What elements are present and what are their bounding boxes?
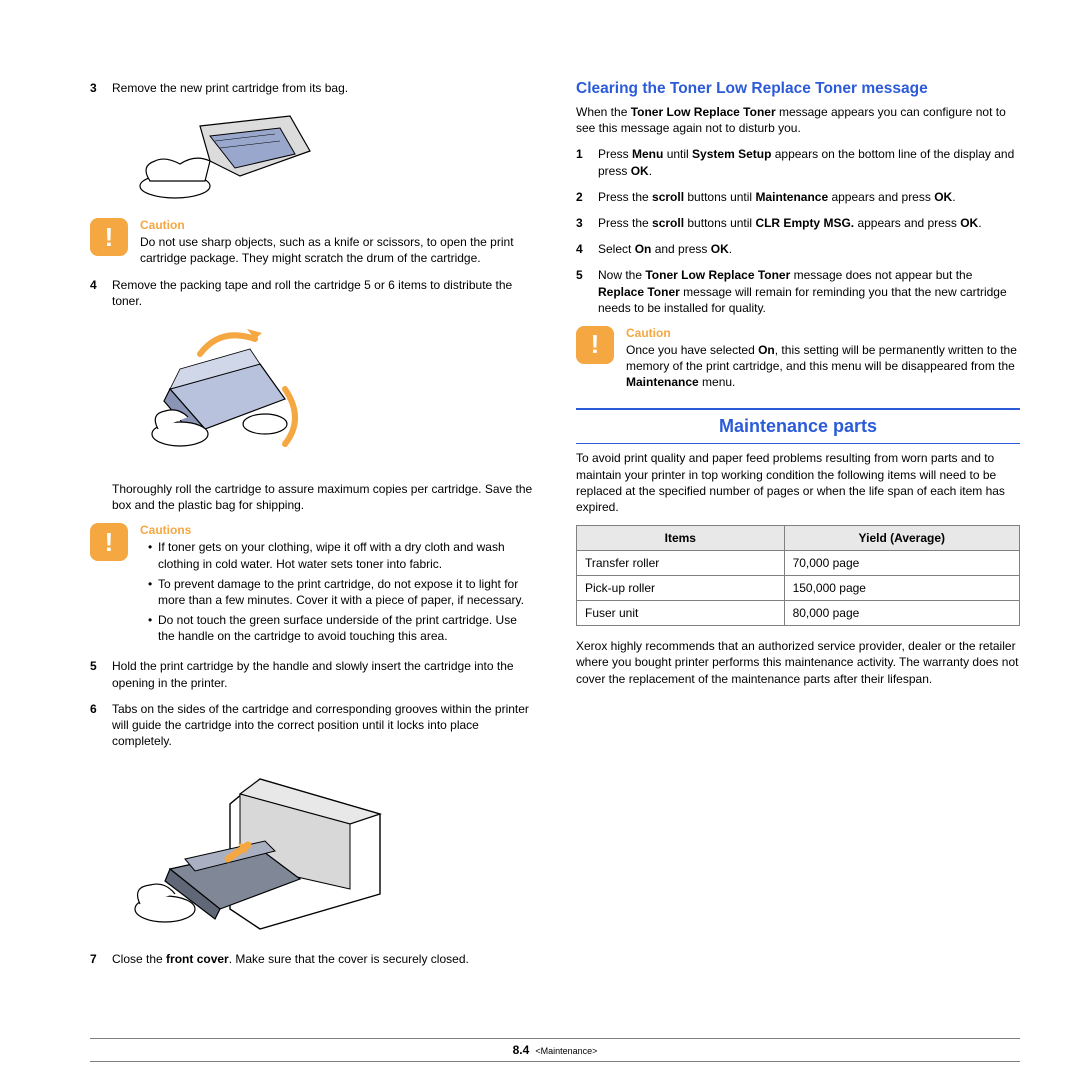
caution-title: Caution (626, 326, 1020, 340)
page-footer: 8.4 <Maintenance> (90, 1038, 1020, 1062)
illustration-insert-cartridge (110, 759, 410, 939)
table-header-row: Items Yield (Average) (577, 526, 1020, 551)
right-step-5: 5 Now the Toner Low Replace Toner messag… (576, 267, 1020, 316)
caution-2: ! Cautions •If toner gets on your clothi… (90, 523, 534, 648)
caution-text: Once you have selected On, this setting … (626, 342, 1020, 391)
step-number: 3 (90, 80, 112, 96)
step-text: Tabs on the sides of the cartridge and c… (112, 701, 534, 750)
heading-maintenance-parts: Maintenance parts (576, 408, 1020, 444)
chapter-number: 8. (513, 1043, 523, 1057)
step-number: 7 (90, 951, 112, 967)
right-step-2: 2 Press the scroll buttons until Mainten… (576, 189, 1020, 205)
maintenance-parts-table: Items Yield (Average) Transfer roller 70… (576, 525, 1020, 626)
caution-bullets: •If toner gets on your clothing, wipe it… (140, 539, 534, 644)
intro-text: When the Toner Low Replace Toner message… (576, 104, 1020, 136)
caution-icon: ! (90, 523, 128, 561)
caution-title: Caution (140, 218, 534, 232)
caution-icon: ! (90, 218, 128, 256)
right-step-4: 4 Select On and press OK. (576, 241, 1020, 257)
caution-1: ! Caution Do not use sharp objects, such… (90, 218, 534, 266)
caution-icon: ! (576, 326, 614, 364)
bullet: •To prevent damage to the print cartridg… (148, 576, 534, 608)
step-6: 6 Tabs on the sides of the cartridge and… (90, 701, 534, 750)
step-3: 3 Remove the new print cartridge from it… (90, 80, 534, 96)
page: 3 Remove the new print cartridge from it… (0, 0, 1080, 998)
table-row: Fuser unit 80,000 page (577, 601, 1020, 626)
step-text: Remove the new print cartridge from its … (112, 80, 534, 96)
right-column: Clearing the Toner Low Replace Toner mes… (576, 80, 1020, 978)
step-number: 6 (90, 701, 112, 750)
illustration-cartridge-bag (110, 106, 330, 206)
step-number: 5 (90, 658, 112, 690)
illustration-roll-cartridge (110, 319, 330, 469)
right-step-1: 1 Press Menu until System Setup appears … (576, 146, 1020, 178)
caution-title: Cautions (140, 523, 534, 537)
roll-note: Thoroughly roll the cartridge to assure … (112, 481, 534, 513)
caution-3: ! Caution Once you have selected On, thi… (576, 326, 1020, 391)
table-row: Pick-up roller 150,000 page (577, 576, 1020, 601)
caution-text: Do not use sharp objects, such as a knif… (140, 234, 534, 266)
step-text: Close the front cover. Make sure that th… (112, 951, 534, 967)
heading-clearing-toner: Clearing the Toner Low Replace Toner mes… (576, 80, 1020, 98)
step-5: 5 Hold the print cartridge by the handle… (90, 658, 534, 690)
step-7: 7 Close the front cover. Make sure that … (90, 951, 534, 967)
section-label: <Maintenance> (535, 1046, 597, 1056)
page-number: 4 (523, 1043, 530, 1057)
step-4: 4 Remove the packing tape and roll the c… (90, 277, 534, 309)
step-text: Remove the packing tape and roll the car… (112, 277, 534, 309)
right-step-3: 3 Press the scroll buttons until CLR Emp… (576, 215, 1020, 231)
table-header: Items (577, 526, 785, 551)
table-row: Transfer roller 70,000 page (577, 551, 1020, 576)
left-column: 3 Remove the new print cartridge from it… (90, 80, 534, 978)
step-number: 4 (90, 277, 112, 309)
step-text: Hold the print cartridge by the handle a… (112, 658, 534, 690)
bullet: •Do not touch the green surface undersid… (148, 612, 534, 644)
table-header: Yield (Average) (784, 526, 1019, 551)
maintenance-intro: To avoid print quality and paper feed pr… (576, 450, 1020, 515)
maintenance-outro: Xerox highly recommends that an authoriz… (576, 638, 1020, 687)
bullet: •If toner gets on your clothing, wipe it… (148, 539, 534, 571)
